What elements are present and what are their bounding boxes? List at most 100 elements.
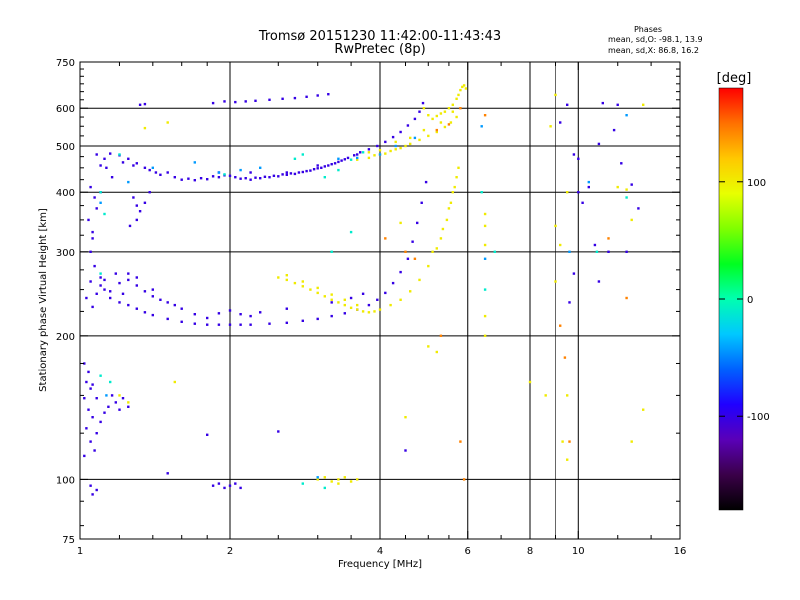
y-axis-label: Stationary phase Virtual Height [km] [38, 208, 49, 392]
data-point [121, 161, 125, 164]
data-point [327, 164, 330, 167]
data-point [483, 243, 487, 247]
data-point [173, 176, 176, 179]
data-point [559, 121, 562, 124]
data-point [413, 136, 417, 140]
data-point [316, 164, 319, 167]
data-point [239, 168, 242, 172]
data-point [409, 290, 412, 293]
data-point [239, 177, 242, 180]
data-point [630, 218, 633, 222]
data-point [143, 290, 147, 293]
data-point [143, 311, 147, 314]
data-point [217, 323, 221, 326]
data-point [206, 433, 209, 436]
data-point [107, 405, 110, 408]
data-point [337, 168, 340, 172]
data-point [323, 165, 326, 168]
data-point [384, 140, 387, 144]
data-point [320, 166, 323, 169]
data-point [249, 314, 252, 318]
data-point [91, 383, 94, 386]
data-point [293, 281, 297, 285]
data-point [367, 151, 371, 154]
data-point [404, 416, 407, 419]
data-point [449, 121, 453, 124]
data-point [597, 280, 601, 283]
data-point [435, 247, 438, 250]
data-point [89, 250, 92, 253]
data-point [409, 136, 412, 140]
data-point [239, 486, 242, 490]
data-point [566, 191, 569, 194]
data-point [114, 401, 117, 404]
data-point [91, 305, 94, 309]
data-point [301, 285, 304, 288]
data-point [404, 449, 407, 452]
data-point [180, 307, 183, 310]
data-point [95, 207, 98, 210]
data-point [211, 175, 215, 178]
chart-subtitle: RwPretec (8p) [334, 42, 425, 57]
data-point [228, 174, 232, 177]
data-point [249, 323, 252, 326]
data-point [406, 124, 410, 127]
data-point [399, 270, 402, 274]
data-point [422, 128, 426, 132]
data-point [566, 458, 569, 461]
data-point [435, 128, 438, 132]
data-point [166, 472, 169, 475]
data-point [607, 237, 610, 240]
data-point [293, 157, 297, 160]
x-axis: 1 2 4 6 8 10 16 [77, 62, 686, 557]
y-tick-label: 200 [56, 332, 75, 343]
data-point [281, 97, 284, 100]
data-point [384, 152, 387, 155]
data-point [193, 161, 196, 164]
data-point [285, 307, 288, 310]
data-point [206, 316, 209, 320]
data-point [349, 306, 353, 309]
data-point [180, 320, 183, 323]
data-point [187, 177, 190, 180]
data-point [109, 152, 112, 155]
data-point [99, 272, 102, 275]
data-point [95, 292, 98, 295]
y-tick-label: 500 [56, 142, 75, 153]
data-point [441, 227, 445, 231]
data-point [132, 164, 135, 167]
data-point [89, 387, 92, 390]
data-point [103, 288, 106, 291]
data-point [83, 454, 86, 458]
stats-heading: Phases [634, 25, 662, 34]
data-point [259, 166, 262, 169]
data-point [263, 175, 267, 178]
data-point [399, 130, 402, 134]
stats-o-mode: mean, sd,O: -98.1, 13.9 [608, 35, 703, 44]
data-point [135, 307, 138, 310]
data-point [361, 151, 365, 154]
data-point [447, 123, 451, 126]
data-point [616, 103, 619, 106]
data-point [293, 96, 297, 100]
data-point [411, 240, 414, 243]
data-point [143, 126, 147, 130]
data-point [595, 250, 599, 253]
data-point [566, 103, 569, 106]
data-point [93, 449, 96, 452]
data-point [206, 323, 209, 326]
data-point [223, 100, 226, 103]
data-point [244, 177, 247, 180]
data-point [457, 93, 460, 97]
data-point [127, 401, 130, 404]
data-point [413, 117, 417, 121]
data-point [118, 301, 121, 304]
data-point [399, 298, 402, 301]
data-point [234, 482, 237, 485]
data-point [462, 478, 466, 481]
data-point [127, 157, 130, 160]
data-point [105, 166, 108, 169]
data-point [118, 408, 121, 411]
data-point [135, 276, 138, 279]
data-point [259, 311, 262, 314]
